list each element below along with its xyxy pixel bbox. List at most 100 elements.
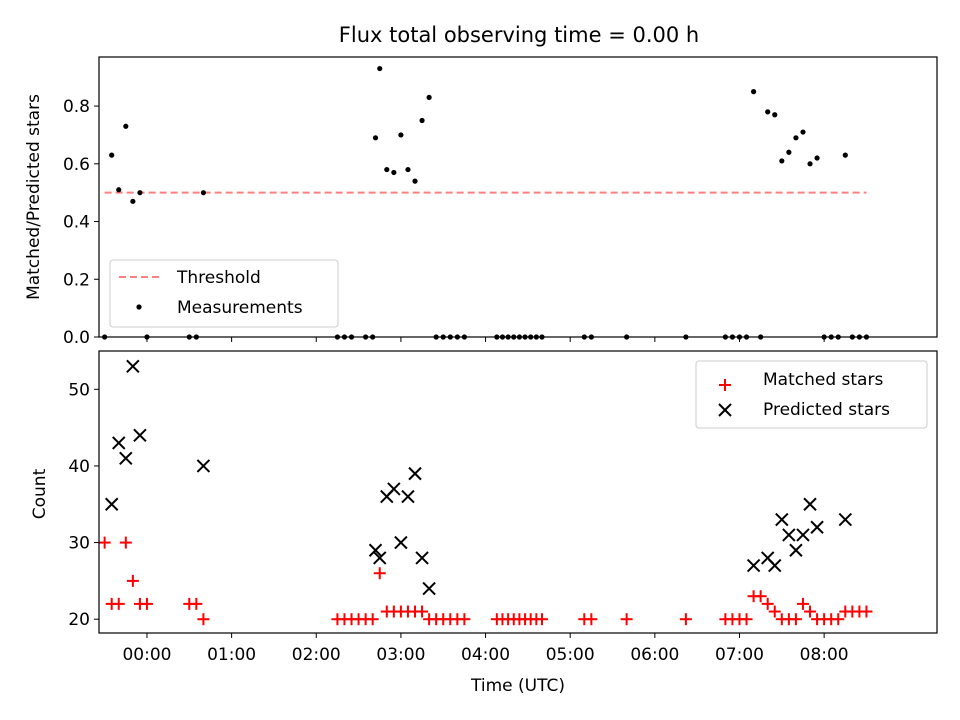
measurement-point <box>130 198 136 204</box>
flux-ratio-legend-box <box>109 259 339 328</box>
matched-star-point <box>112 597 125 610</box>
x-tick-label: 04:00 <box>461 645 510 665</box>
x-tick-label: 00:00 <box>122 645 171 665</box>
y-tick-label: 0.4 <box>63 213 90 233</box>
count-y-axis-label: Count <box>30 468 50 519</box>
matched-star-point <box>190 597 203 610</box>
measurement-point <box>842 152 848 158</box>
predicted-star-point <box>112 436 126 450</box>
chart-title: Flux total observing time = 0.00 h <box>339 23 699 47</box>
predicted-star-point <box>803 497 817 511</box>
legend-matched-stars-swatch <box>719 379 731 391</box>
measurement-point <box>372 135 379 141</box>
flux-ratio-axes-frame <box>98 56 938 338</box>
predicted-star-point <box>422 581 436 596</box>
legend-threshold-label: Threshold <box>176 268 261 288</box>
predicted-star-point <box>387 482 401 496</box>
count-marks <box>98 359 873 626</box>
y-tick-label: 30 <box>68 534 90 554</box>
measurement-point <box>800 129 806 135</box>
count-x-axis-label: Time (UTC) <box>470 676 565 696</box>
matched-star-point <box>535 613 548 626</box>
predicted-star-point <box>373 551 387 565</box>
matched-star-point <box>98 536 111 549</box>
matched-star-point <box>140 597 153 610</box>
measurement-point <box>426 94 432 101</box>
matched-star-point <box>789 613 802 626</box>
measurement-point <box>377 65 383 72</box>
count-legend: Matched stars Predicted stars <box>695 360 928 429</box>
measurement-point <box>750 89 757 95</box>
x-tick-label: 05:00 <box>546 645 595 665</box>
predicted-star-point <box>838 512 853 527</box>
matched-star-point <box>366 613 379 626</box>
matched-star-point <box>740 613 753 626</box>
count-y-ticks: 20 30 40 50 <box>68 380 99 630</box>
predicted-star-point <box>796 528 810 542</box>
count-axes-frame <box>98 350 938 634</box>
measurement-point <box>137 190 143 196</box>
measurement-point <box>786 149 792 155</box>
x-tick-label: 01:00 <box>207 645 256 665</box>
legend-measurements-swatch <box>136 304 142 310</box>
x-tick-label: 08:00 <box>800 645 849 665</box>
predicted-star-point <box>746 558 761 573</box>
predicted-star-point <box>408 466 422 481</box>
flux-ratio-y-ticks: 0.0 0.2 0.4 0.6 0.8 <box>63 97 99 348</box>
predicted-star-point <box>126 359 140 374</box>
count-legend-box <box>695 360 928 429</box>
legend-measurements-label: Measurements <box>177 298 303 318</box>
x-tick-label: 03:00 <box>376 645 425 665</box>
y-tick-label: 0.8 <box>63 97 90 117</box>
predicted-star-point <box>196 459 211 473</box>
x-tick-label: 06:00 <box>630 645 679 665</box>
y-tick-label: 50 <box>68 380 90 400</box>
flux-ratio-legend: Threshold Measurements <box>109 259 339 328</box>
x-tick-label: 02:00 <box>292 645 341 665</box>
y-tick-label: 0.6 <box>63 155 90 175</box>
measurement-point <box>765 109 771 115</box>
matched-star-point <box>585 613 598 626</box>
matched-star-point <box>768 605 781 618</box>
measurement-point <box>200 190 206 196</box>
measurement-point <box>109 152 115 158</box>
predicted-star-point <box>394 535 408 550</box>
flux-ratio-y-axis-label: Matched/Predicted stars <box>24 94 44 300</box>
matched-star-point <box>119 536 132 549</box>
measurement-point <box>779 158 785 164</box>
measurement-point <box>398 132 404 138</box>
x-tick-label: 07:00 <box>715 645 764 665</box>
measurement-point <box>412 178 418 184</box>
predicted-star-point <box>415 551 429 565</box>
matched-star-point <box>197 613 210 626</box>
measurement-point <box>405 166 411 173</box>
matched-star-point <box>458 613 471 626</box>
matched-star-point <box>416 605 429 618</box>
measurement-point <box>391 169 397 176</box>
measurement-point <box>419 117 425 124</box>
measurement-point <box>384 166 390 173</box>
flux-ratio-x-ticks <box>146 337 825 342</box>
matched-star-point <box>620 613 633 626</box>
measurement-point <box>772 112 778 118</box>
predicted-star-point <box>401 489 415 504</box>
flux-ratio-panel: 0.00.20.40.60.8 Matched/Predicted stars … <box>24 56 938 348</box>
measurement-point <box>116 187 122 193</box>
predicted-star-point <box>133 428 147 443</box>
predicted-star-point <box>768 558 782 573</box>
matched-star-point <box>754 590 767 603</box>
predicted-star-point <box>789 543 803 557</box>
predicted-star-point <box>775 512 789 527</box>
predicted-star-point <box>104 497 119 511</box>
matched-star-point <box>804 605 817 618</box>
legend-matched-stars-label: Matched stars <box>763 370 883 390</box>
matched-star-point <box>796 597 809 610</box>
legend-predicted-stars-swatch <box>718 403 732 417</box>
matched-star-point <box>761 597 774 610</box>
matched-star-point <box>373 567 386 580</box>
predicted-star-point <box>782 528 796 542</box>
matched-star-point <box>832 613 845 626</box>
